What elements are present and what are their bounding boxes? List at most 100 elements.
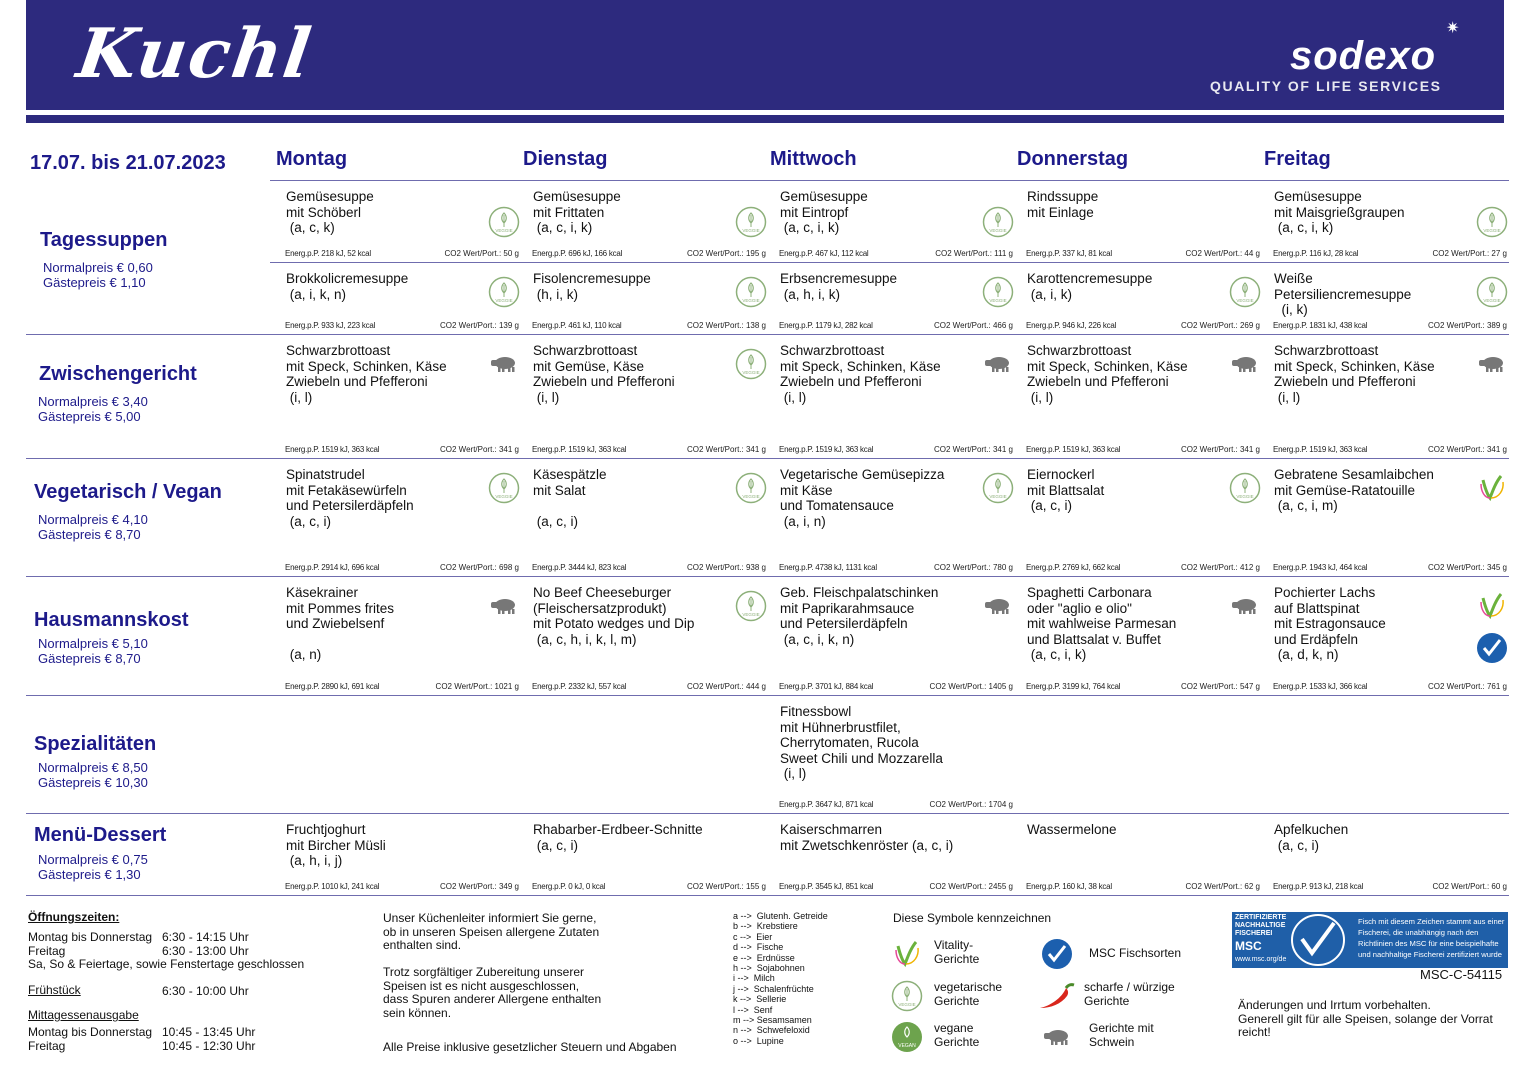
dish-line: mit Gemüse-Ratatouille xyxy=(1274,482,1416,498)
svg-text:VEGGIE: VEGGIE xyxy=(742,298,759,303)
dish-line: mit Speck, Schinken, Käse xyxy=(1274,358,1435,374)
dish-line: (a, c, h, i, k, l, m) xyxy=(533,631,637,647)
veggie-icon: VEGGIE xyxy=(488,472,520,504)
disclaimer: Änderungen und Irrtum vorbehalten. Gener… xyxy=(1238,998,1493,1040)
veggie-icon: VEGGIE xyxy=(488,206,520,238)
normal-price: Normalpreis € 3,40 xyxy=(38,394,148,409)
dish-line: Apfelkuchen xyxy=(1274,822,1349,837)
dish-line: Fisolencremesuppe xyxy=(533,271,651,286)
co2-value: CO2 Wert/Port.: 341 g xyxy=(1181,445,1260,454)
co2-value: CO2 Wert/Port.: 1704 g xyxy=(929,800,1013,809)
co2-value: CO2 Wert/Port.: 780 g xyxy=(934,563,1013,572)
energy-value: Energ.p.P. 913 kJ, 218 kcal xyxy=(1273,882,1364,891)
dish-line: Rhabarber-Erdbeer-Schnitte xyxy=(533,822,703,837)
dish-line: (a, i, n) xyxy=(780,513,826,529)
menu-item: Gemüsesuppe mit Frittaten (a, c, i, k) VEG… xyxy=(523,180,770,262)
dish-line: und Tomatensauce xyxy=(780,498,894,514)
allergen-info: Unser Küchenleiter informiert Sie gerne,… xyxy=(383,911,600,953)
msc-badge-text: Fisch mit diesem Zeichen stammt aus eine… xyxy=(1358,917,1505,959)
menu-item: Erbsencremesuppe (a, h, i, k) VEGGIE Energ… xyxy=(770,262,1017,334)
co2-value: CO2 Wert/Port.: 466 g xyxy=(934,321,1013,330)
energy-value: Energ.p.P. 1519 kJ, 363 kcal xyxy=(532,445,627,454)
dish-line: Kaiserschmarren xyxy=(780,822,883,837)
co2-value: CO2 Wert/Port.: 341 g xyxy=(687,445,766,454)
co2-value: CO2 Wert/Port.: 60 g xyxy=(1432,882,1507,891)
dish-line: (a, c, k) xyxy=(286,220,335,236)
svg-text:VEGGIE: VEGGIE xyxy=(1236,298,1253,303)
normal-price: Normalpreis € 0,75 xyxy=(38,852,148,867)
dish-line: Petersiliencremesuppe xyxy=(1274,286,1412,302)
veggie-icon: VEGGIE xyxy=(982,276,1014,308)
dish-line: (i, l) xyxy=(1274,389,1301,405)
lunch-days: Freitag xyxy=(28,1038,66,1053)
dish-line: Pochierter Lachs xyxy=(1274,585,1376,600)
allergen-code: h --> Sojabohnen xyxy=(733,963,805,973)
menu-item: Gemüsesuppe mit Eintropf (a, c, i, k) VEGG… xyxy=(770,180,1017,262)
normal-price: Normalpreis € 8,50 xyxy=(38,760,148,775)
header-banner xyxy=(26,0,1504,110)
pig-icon xyxy=(1476,348,1508,380)
co2-value: CO2 Wert/Port.: 269 g xyxy=(1181,321,1260,330)
menu-item: Rindssuppe mit Einlage Energ.p.P. 337 kJ, … xyxy=(1017,180,1264,262)
star-icon: ✷ xyxy=(1446,20,1460,37)
day-header-montag: Montag xyxy=(276,148,348,170)
dish-line: mit Speck, Schinken, Käse xyxy=(780,358,941,374)
allergen-code: d --> Fische xyxy=(733,942,784,953)
dish-line: Käsekrainer xyxy=(286,585,359,600)
energy-value: Energ.p.P. 0 kJ, 0 kcal xyxy=(532,882,606,891)
dish-line: Gemüsesuppe xyxy=(533,189,621,204)
energy-value: Energ.p.P. 1533 kJ, 366 kcal xyxy=(1273,682,1368,691)
dish-line: und Blattsalat v. Buffet xyxy=(1027,631,1161,647)
msc-code: MSC-C-54115 xyxy=(1420,967,1503,982)
allergen-code: o --> Lupine xyxy=(733,1035,784,1046)
co2-value: CO2 Wert/Port.: 44 g xyxy=(1185,249,1260,258)
energy-value: Energ.p.P. 1519 kJ, 363 kcal xyxy=(1026,445,1121,454)
allergen-code: b --> Krebstiere xyxy=(733,921,798,932)
veggie-icon: VEGGIE xyxy=(1229,276,1261,308)
svg-text:VEGGIE: VEGGIE xyxy=(742,612,759,617)
dish-line: mit Schöberl xyxy=(286,204,362,220)
energy-value: Energ.p.P. 3701 kJ, 884 kcal xyxy=(779,682,874,691)
veggie-icon: VEGGIE xyxy=(735,348,767,380)
dish-line: Karottencremesuppe xyxy=(1027,271,1153,286)
dish-line: (a, h, i, k) xyxy=(780,286,841,302)
dish-line: (i, l) xyxy=(780,766,807,782)
dish-line: (a, n) xyxy=(286,647,322,663)
normal-price: Normalpreis € 4,10 xyxy=(38,512,148,527)
co2-value: CO2 Wert/Port.: 761 g xyxy=(1428,682,1507,691)
veggie-icon: VEGGIE xyxy=(982,206,1014,238)
veggie-icon: VEGGIE xyxy=(735,472,767,504)
pig-icon xyxy=(982,348,1014,380)
allergen-code: m --> Sesamsamen xyxy=(733,1015,812,1025)
menu-item: Spaghetti Carbonara oder "aglio e olio" mi… xyxy=(1017,576,1264,695)
day-header-mittwoch: Mittwoch xyxy=(770,148,857,170)
dish-line: mit Einlage xyxy=(1027,204,1094,220)
category-title: Spezialitäten xyxy=(34,733,157,755)
energy-value: Energ.p.P. 1519 kJ, 363 kcal xyxy=(1273,445,1368,454)
category-title: Hausmannskost xyxy=(34,609,189,631)
co2-value: CO2 Wert/Port.: 547 g xyxy=(1181,682,1260,691)
category-divider xyxy=(26,813,1509,814)
energy-value: Energ.p.P. 3199 kJ, 764 kcal xyxy=(1026,682,1121,691)
legend-title: Diese Symbole kennzeichnen xyxy=(893,911,1052,925)
energy-value: Energ.p.P. 3545 kJ, 851 kcal xyxy=(779,882,874,891)
dish-line: Schwarzbrottoast xyxy=(533,343,638,358)
normal-price: Normalpreis € 5,10 xyxy=(38,636,148,651)
allergen-code: c --> Eier xyxy=(733,931,773,942)
svg-text:VEGGIE: VEGGIE xyxy=(1236,494,1253,499)
dish-line: (a, i, k, n) xyxy=(286,286,347,302)
dish-line: Eiernockerl xyxy=(1027,467,1095,482)
category-divider xyxy=(26,334,1509,335)
dish-line: (a, c, i, k) xyxy=(780,220,840,236)
dish-line: (a, h, i, j) xyxy=(286,853,343,869)
dish-line: Gebratene Sesamlaibchen xyxy=(1274,467,1434,482)
dish-line: mit Hühnerbrustfilet, xyxy=(780,719,901,735)
menu-item: Apfelkuchen (a, c, i) Energ.p.P. 913 kJ, … xyxy=(1264,813,1511,895)
menu-item: Vegetarische Gemüsepizza mit Käse und Toma… xyxy=(770,458,1017,576)
dish-line: (i, k) xyxy=(1274,302,1308,318)
dish-line: Cherrytomaten, Rucola xyxy=(780,735,919,751)
svg-text:VEGGIE: VEGGIE xyxy=(742,494,759,499)
energy-value: Energ.p.P. 160 kJ, 38 kcal xyxy=(1026,882,1112,891)
guest-price: Gästepreis € 8,70 xyxy=(38,527,141,542)
co2-value: CO2 Wert/Port.: 444 g xyxy=(687,682,766,691)
